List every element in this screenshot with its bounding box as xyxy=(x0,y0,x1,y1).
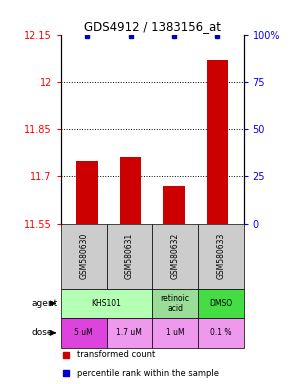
Text: DMSO: DMSO xyxy=(209,299,232,308)
Text: agent: agent xyxy=(32,299,58,308)
Bar xyxy=(119,157,142,223)
Text: dose: dose xyxy=(32,328,53,338)
FancyBboxPatch shape xyxy=(198,289,244,318)
FancyBboxPatch shape xyxy=(106,318,152,348)
FancyBboxPatch shape xyxy=(198,223,244,289)
Text: 1 uM: 1 uM xyxy=(166,328,184,338)
Text: GSM580630: GSM580630 xyxy=(79,233,88,279)
Text: GSM580631: GSM580631 xyxy=(125,233,134,279)
FancyBboxPatch shape xyxy=(61,289,152,318)
Bar xyxy=(206,60,229,223)
Text: GSM580632: GSM580632 xyxy=(171,233,180,279)
Text: transformed count: transformed count xyxy=(77,350,156,359)
FancyBboxPatch shape xyxy=(152,223,198,289)
FancyBboxPatch shape xyxy=(152,289,198,318)
Bar xyxy=(163,186,185,223)
Text: 0.1 %: 0.1 % xyxy=(210,328,231,338)
Text: 1.7 uM: 1.7 uM xyxy=(117,328,142,338)
Bar xyxy=(76,161,98,223)
Text: retinoic
acid: retinoic acid xyxy=(161,294,190,313)
Text: percentile rank within the sample: percentile rank within the sample xyxy=(77,369,219,377)
Title: GDS4912 / 1383156_at: GDS4912 / 1383156_at xyxy=(84,20,221,33)
FancyBboxPatch shape xyxy=(61,223,106,289)
Text: KHS101: KHS101 xyxy=(92,299,122,308)
FancyBboxPatch shape xyxy=(152,318,198,348)
Text: 5 uM: 5 uM xyxy=(74,328,93,338)
Text: GSM580633: GSM580633 xyxy=(216,233,225,279)
FancyBboxPatch shape xyxy=(106,223,152,289)
FancyBboxPatch shape xyxy=(61,318,106,348)
FancyBboxPatch shape xyxy=(198,318,244,348)
